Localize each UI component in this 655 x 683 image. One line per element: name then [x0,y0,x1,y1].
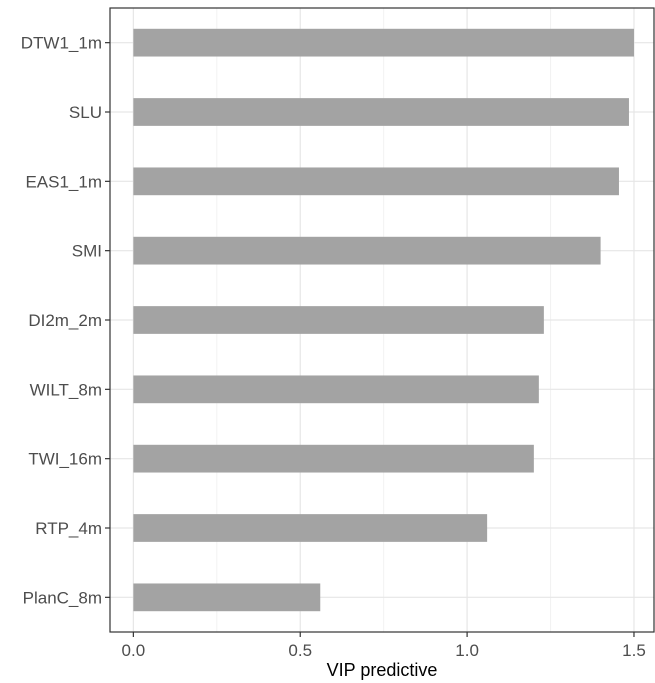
x-tick-label: 1.5 [622,641,646,660]
bar-TWI_16m [133,444,534,473]
y-tick-label: SMI [72,242,102,261]
y-tick-label: DI2m_2m [28,311,102,330]
bar-SMI [133,236,601,265]
bar-PlanC_8m [133,583,321,612]
bar-RTP_4m [133,514,488,542]
y-tick-label: PlanC_8m [23,588,102,607]
bar-SLU [133,98,629,126]
x-tick-label: 1.0 [455,641,479,660]
bar-DTW1_1m [133,28,634,57]
x-tick-label: 0.0 [122,641,146,660]
bar-EAS1_1m [133,167,619,196]
y-axis: DTW1_1m SLU EAS1_1m SMI DI2m_2m WILT_8m TWI_16… [21,34,110,607]
y-tick-label: SLU [69,103,102,122]
bar-WILT_8m [133,375,539,404]
bar-DI2m_2m [133,306,544,334]
y-tick-label: RTP_4m [35,519,102,538]
x-tick-label: 0.5 [288,641,312,660]
x-axis: 0.0 0.5 1.0 1.5 [122,632,646,660]
x-axis-title: VIP predictive [327,660,438,680]
y-tick-label: DTW1_1m [21,34,102,53]
y-tick-label: EAS1_1m [25,172,102,191]
bars [133,28,634,612]
y-tick-label: TWI_16m [28,450,102,469]
y-tick-label: WILT_8m [30,380,102,399]
